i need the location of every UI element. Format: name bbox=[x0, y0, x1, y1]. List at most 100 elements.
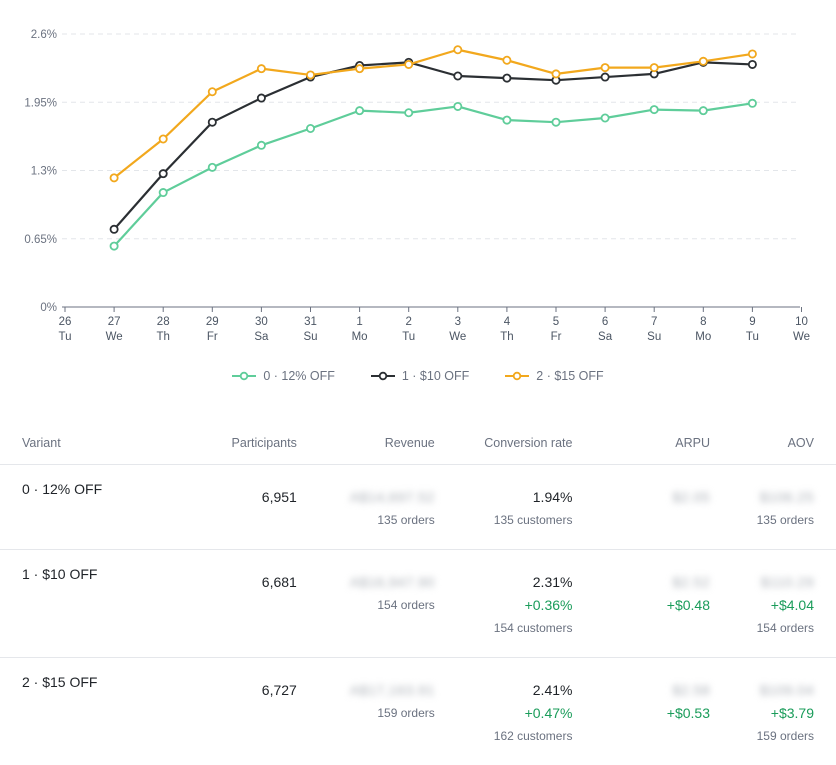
revenue-value-redacted: A$14,697.52 bbox=[350, 487, 435, 508]
legend-swatch-icon bbox=[505, 371, 529, 381]
x-tick-label: 2 bbox=[405, 316, 411, 328]
x-tick-label: 1 bbox=[356, 316, 362, 328]
table-row: 2 · $15 OFF 6,727 A$17,163.91 159 orders… bbox=[0, 658, 836, 765]
x-tick-sublabel: Sa bbox=[254, 331, 269, 343]
x-tick-sublabel: We bbox=[793, 331, 810, 343]
table-header-row: Variant Participants Revenue Conversion … bbox=[0, 426, 836, 465]
column-header-participants[interactable]: Participants bbox=[193, 426, 319, 465]
data-point bbox=[602, 114, 609, 121]
x-tick-label: 27 bbox=[108, 316, 121, 328]
aov-value-redacted: $109.04 bbox=[760, 680, 814, 701]
data-point bbox=[356, 65, 363, 72]
aov-orders: 159 orders bbox=[754, 726, 814, 747]
conversion-delta: +0.47% bbox=[479, 703, 573, 724]
y-tick-label: 1.95% bbox=[24, 97, 57, 109]
legend-swatch-icon bbox=[232, 371, 256, 381]
x-tick-label: 31 bbox=[304, 316, 317, 328]
data-point bbox=[700, 58, 707, 65]
x-tick-sublabel: Tu bbox=[746, 331, 759, 343]
column-header-aov[interactable]: AOV bbox=[732, 426, 836, 465]
aov-orders: 154 orders bbox=[754, 618, 814, 639]
x-tick-sublabel: Tu bbox=[59, 331, 72, 343]
legend-label: 2 · $15 OFF bbox=[536, 369, 603, 383]
chart-axes: 0%0.65%1.3%1.95%2.6%26Tu27We28Th29Fr30Sa… bbox=[24, 29, 810, 343]
data-point bbox=[749, 50, 756, 57]
x-tick-label: 9 bbox=[749, 316, 755, 328]
data-point bbox=[552, 119, 559, 126]
data-point bbox=[111, 174, 118, 181]
data-point bbox=[111, 226, 118, 233]
column-header-variant[interactable]: Variant bbox=[0, 426, 193, 465]
table-row: 1 · $10 OFF 6,681 A$16,947.90 154 orders… bbox=[0, 550, 836, 658]
x-tick-sublabel: Su bbox=[647, 331, 661, 343]
data-point bbox=[749, 61, 756, 68]
conversion-value: 1.94% bbox=[479, 487, 573, 508]
legend-item-series-2[interactable]: 2 · $15 OFF bbox=[505, 366, 603, 386]
data-point bbox=[602, 64, 609, 71]
results-table: Variant Participants Revenue Conversion … bbox=[0, 426, 836, 765]
conversion-value: 2.31% bbox=[479, 572, 573, 593]
aov-delta: +$3.79 bbox=[754, 703, 814, 724]
data-point bbox=[503, 57, 510, 64]
x-tick-label: 3 bbox=[455, 316, 461, 328]
revenue-orders: 135 orders bbox=[341, 510, 435, 531]
participants-value: 6,681 bbox=[215, 572, 297, 593]
legend-item-series-0[interactable]: 0 · 12% OFF bbox=[232, 366, 335, 386]
data-point bbox=[602, 73, 609, 80]
aov-value-redacted: $106.25 bbox=[760, 487, 814, 508]
legend-label: 1 · $10 OFF bbox=[402, 369, 469, 383]
data-point bbox=[651, 64, 658, 71]
x-tick-label: 5 bbox=[553, 316, 559, 328]
data-point bbox=[209, 164, 216, 171]
x-tick-sublabel: Fr bbox=[207, 331, 218, 343]
x-tick-label: 7 bbox=[651, 316, 657, 328]
arpu-value-redacted: $2.58 bbox=[672, 680, 710, 701]
x-tick-sublabel: Fr bbox=[551, 331, 562, 343]
data-point bbox=[700, 107, 707, 114]
variant-name: 2 · $15 OFF bbox=[0, 658, 193, 765]
data-point bbox=[454, 46, 461, 53]
legend-swatch-icon bbox=[371, 371, 395, 381]
x-tick-sublabel: Su bbox=[303, 331, 317, 343]
data-point bbox=[160, 135, 167, 142]
column-header-arpu[interactable]: ARPU bbox=[594, 426, 732, 465]
x-tick-label: 10 bbox=[795, 316, 808, 328]
x-tick-sublabel: Mo bbox=[352, 331, 368, 343]
column-header-revenue[interactable]: Revenue bbox=[319, 426, 457, 465]
data-point bbox=[503, 75, 510, 82]
data-point bbox=[209, 119, 216, 126]
column-header-conversion[interactable]: Conversion rate bbox=[457, 426, 595, 465]
aov-value-redacted: $110.29 bbox=[761, 572, 814, 593]
x-tick-sublabel: Tu bbox=[402, 331, 415, 343]
arpu-value-redacted: $2.05 bbox=[672, 487, 710, 508]
arpu-delta: +$0.48 bbox=[616, 595, 710, 616]
arpu-value-redacted: $2.52 bbox=[672, 572, 710, 593]
participants-value: 6,727 bbox=[215, 680, 297, 701]
x-tick-sublabel: We bbox=[106, 331, 123, 343]
conversion-customers: 162 customers bbox=[479, 726, 573, 747]
variant-name: 0 · 12% OFF bbox=[0, 465, 193, 550]
x-tick-label: 8 bbox=[700, 316, 706, 328]
data-point bbox=[454, 103, 461, 110]
data-point bbox=[209, 88, 216, 95]
revenue-orders: 159 orders bbox=[341, 703, 435, 724]
legend-item-series-1[interactable]: 1 · $10 OFF bbox=[371, 366, 469, 386]
aov-delta: +$4.04 bbox=[754, 595, 814, 616]
data-point bbox=[307, 71, 314, 78]
chart-series bbox=[111, 46, 757, 250]
data-point bbox=[258, 65, 265, 72]
data-point bbox=[405, 109, 412, 116]
y-tick-label: 1.3% bbox=[31, 166, 57, 178]
x-tick-sublabel: Sa bbox=[598, 331, 613, 343]
participants-value: 6,951 bbox=[215, 487, 297, 508]
table-row: 0 · 12% OFF 6,951 A$14,697.52 135 orders… bbox=[0, 465, 836, 550]
data-point bbox=[651, 106, 658, 113]
y-tick-label: 2.6% bbox=[31, 29, 57, 41]
x-tick-label: 26 bbox=[59, 316, 72, 328]
data-point bbox=[307, 125, 314, 132]
legend-label: 0 · 12% OFF bbox=[263, 369, 335, 383]
arpu-delta: +$0.53 bbox=[616, 703, 710, 724]
x-tick-sublabel: Th bbox=[156, 331, 169, 343]
y-tick-label: 0.65% bbox=[24, 234, 57, 246]
chart-legend: 0 · 12% OFF 1 · $10 OFF 2 · $15 OFF bbox=[0, 366, 836, 386]
